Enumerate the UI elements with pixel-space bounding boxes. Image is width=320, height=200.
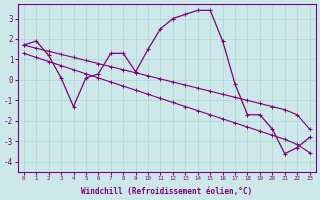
X-axis label: Windchill (Refroidissement éolien,°C): Windchill (Refroidissement éolien,°C) (81, 187, 252, 196)
